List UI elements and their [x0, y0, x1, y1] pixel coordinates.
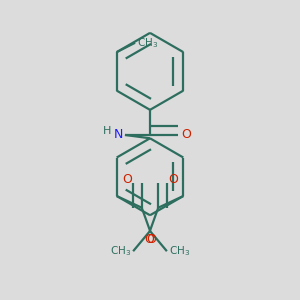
Text: CH$_3$: CH$_3$	[137, 36, 158, 50]
Text: CH$_3$: CH$_3$	[169, 244, 190, 258]
Text: O: O	[122, 173, 132, 186]
Text: O: O	[144, 233, 154, 246]
Text: N: N	[114, 128, 123, 141]
Text: O: O	[168, 173, 178, 186]
Text: O: O	[181, 128, 191, 141]
Text: CH$_3$: CH$_3$	[110, 244, 131, 258]
Text: H: H	[103, 126, 111, 136]
Text: O: O	[146, 233, 156, 246]
